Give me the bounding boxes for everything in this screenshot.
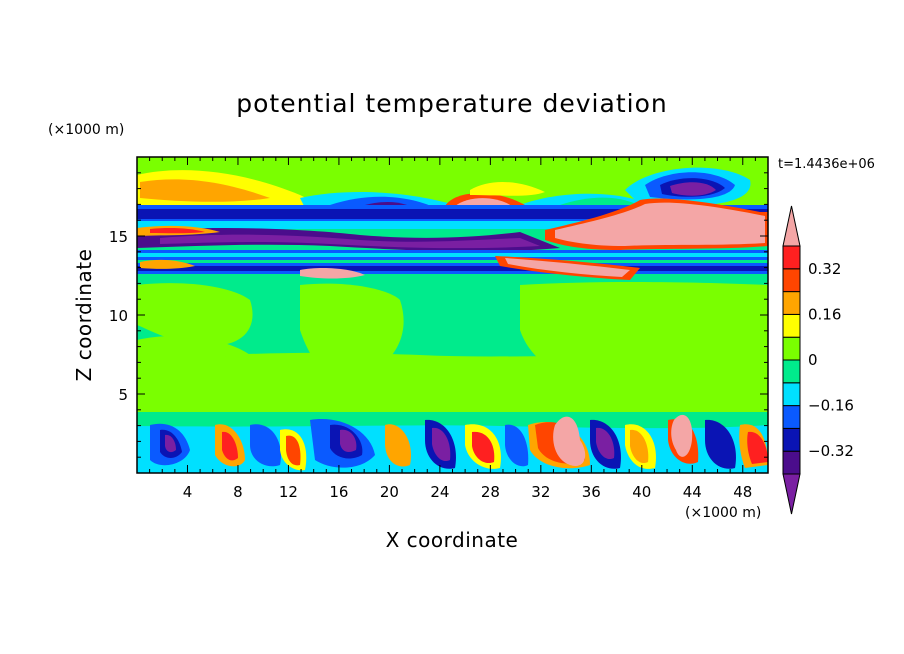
y-tick-label: 10 — [109, 307, 128, 325]
field-bl-orange-4 — [630, 429, 649, 464]
x-tick-label: 44 — [683, 483, 702, 501]
time-label: t=1.4436e+06 — [778, 157, 875, 172]
x-tick-label: 32 — [531, 483, 550, 501]
colorbar-level — [782, 268, 801, 293]
x-tick-label: 12 — [279, 483, 298, 501]
x-tick-label: 36 — [582, 483, 601, 501]
contour-field — [137, 157, 768, 473]
x-tick-label: 20 — [380, 483, 399, 501]
field-bl-pink-1 — [553, 416, 586, 466]
field-red-streaks — [150, 228, 205, 234]
field-band-cyan-2 — [137, 253, 768, 257]
x-tick-label: 40 — [632, 483, 651, 501]
field-upper-yellow-2 — [470, 181, 545, 196]
colorbar-level — [782, 336, 801, 361]
colorbar-label: −0.16 — [808, 397, 854, 415]
colorbar-extend-low — [782, 473, 801, 515]
field-bl-blue-2 — [250, 424, 281, 467]
field-pink-lower — [505, 258, 630, 277]
colorbar-level — [782, 450, 801, 475]
x-tick-label: 24 — [430, 483, 449, 501]
field-pink-large — [555, 202, 765, 246]
field-bl-red-3 — [472, 431, 495, 464]
field-pink-small — [300, 267, 365, 279]
y-tick-label: 5 — [118, 386, 128, 404]
x-tick-label: 16 — [329, 483, 348, 501]
colorbar-level — [782, 405, 801, 429]
field-bl-orange-2 — [385, 424, 411, 467]
field-upper-orange — [140, 179, 270, 202]
field-bl-green — [137, 416, 768, 429]
y-tick-label: 15 — [109, 228, 128, 246]
colorbar: 0.32 0.16 0 −0.16 −0.32 — [782, 205, 854, 515]
field-bl-purple-3 — [432, 427, 451, 462]
colorbar-level — [782, 382, 801, 407]
field-mid-green-5 — [137, 335, 250, 362]
x-unit-label: (×1000 m) — [685, 505, 761, 521]
field-bl-purple-2 — [340, 429, 357, 452]
field-bl-red-2 — [286, 435, 301, 466]
x-tick-label: 8 — [233, 483, 243, 501]
field-mid-green-4 — [137, 352, 768, 412]
field-mid-green-1 — [137, 283, 253, 346]
colorbar-level — [782, 427, 801, 452]
x-tick-label: 4 — [183, 483, 193, 501]
field-bl-blue-4 — [505, 424, 529, 467]
field-purple-band-inner — [160, 234, 540, 249]
y-unit-label: (×1000 m) — [48, 122, 124, 138]
x-tick-label: 48 — [733, 483, 752, 501]
colorbar-extend-high — [782, 205, 801, 247]
x-axis-label: X coordinate — [386, 528, 519, 552]
colorbar-label: 0.32 — [808, 260, 841, 278]
field-bl-red-6 — [747, 431, 768, 464]
field-band-cyan — [137, 221, 768, 229]
field-bl-navy-5 — [705, 419, 736, 469]
field-bl-red-1 — [222, 431, 238, 461]
field-orange-left — [140, 259, 195, 269]
field-bl-purple-4 — [596, 427, 615, 460]
field-bl-purple-1 — [165, 434, 176, 453]
field-upper-purple-top — [670, 182, 716, 196]
colorbar-label: 0.16 — [808, 305, 841, 323]
field-bl-pink-2 — [671, 414, 693, 457]
colorbar-level — [782, 291, 801, 315]
colorbar-level — [782, 245, 801, 270]
y-axis-label: Z coordinate — [72, 249, 96, 382]
chart-title: potential temperature deviation — [236, 89, 667, 118]
colorbar-level — [782, 313, 801, 338]
colorbar-level — [782, 359, 801, 384]
y-axis: 5 10 15 — [109, 172, 768, 458]
x-axis: 4 8 12 16 20 24 28 32 36 40 44 48 — [149, 157, 756, 501]
x-tick-label: 28 — [481, 483, 500, 501]
field-band-navy-3 — [137, 266, 768, 271]
field-band-navy — [137, 209, 768, 219]
colorbar-label: 0 — [808, 351, 818, 369]
colorbar-label: −0.32 — [808, 442, 854, 460]
